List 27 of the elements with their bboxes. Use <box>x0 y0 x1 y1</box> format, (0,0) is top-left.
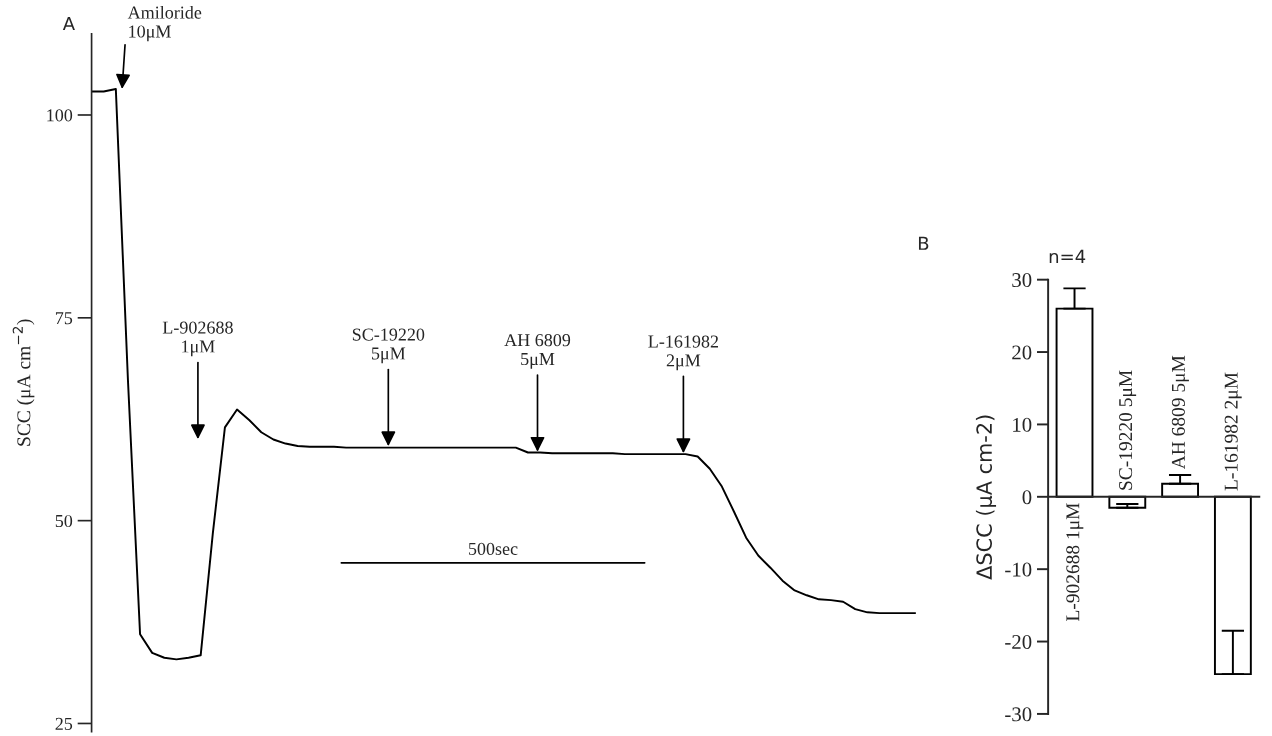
x-tick-label: L-161982 2μM <box>1224 372 1242 491</box>
x-tick-label: AH 6809 5μM <box>1171 355 1189 470</box>
ref-line-label: 500sec <box>468 542 518 555</box>
bar <box>1055 307 1094 498</box>
annotation: Amiloride 10μM <box>127 5 202 42</box>
annotation: B <box>918 236 929 250</box>
x-tick-label: SC-19220 5μM <box>1119 370 1137 490</box>
annotation: SC-19220 5μM <box>352 328 425 364</box>
bar <box>1213 495 1252 676</box>
y-tick-label: -10 <box>1005 562 1032 577</box>
y-tick-label: -20 <box>1005 634 1032 649</box>
annotation: L-902688 1μM <box>162 321 233 357</box>
y-tick-label: -30 <box>1005 707 1032 722</box>
y-tick-label: 20 <box>1012 345 1032 360</box>
y-tick-label: 10 <box>1013 417 1032 432</box>
y-tick-label: 100 <box>47 109 73 122</box>
y-axis-title: SCC (μA cm$^{−2}$) <box>12 319 35 446</box>
y-tick-label: 30 <box>1012 273 1032 288</box>
chart-title: n=4 <box>1049 249 1086 264</box>
y-tick-label: 75 <box>55 312 73 325</box>
y-tick-label: 0 <box>1022 490 1032 505</box>
annotation: L-161982 2μM <box>648 335 719 371</box>
annotation: AH 6809 5μM <box>504 334 571 369</box>
text: A <box>62 16 75 31</box>
y-tick-label: 25 <box>55 717 73 730</box>
y-axis-title: ΔSCC (μA cm-2) <box>975 415 997 580</box>
y-tick-label: 50 <box>55 514 73 528</box>
